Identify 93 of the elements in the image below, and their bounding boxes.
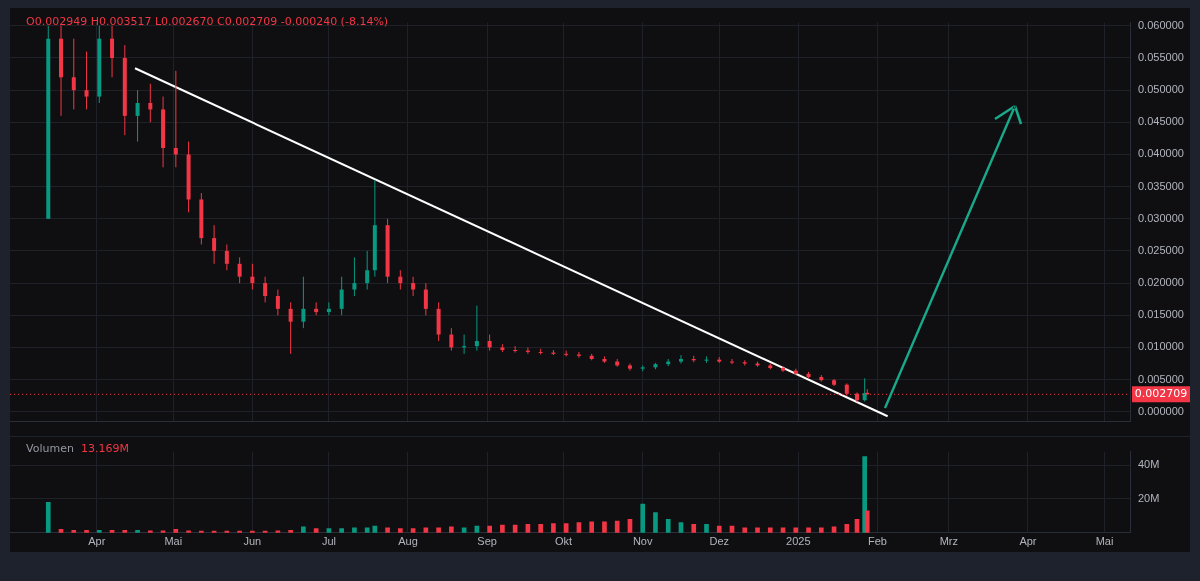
x-tick-label: Mrz bbox=[939, 535, 959, 548]
bar bbox=[398, 528, 403, 533]
bar bbox=[551, 523, 556, 533]
x-tick-label: 2025 bbox=[786, 535, 811, 548]
y-tick-label: 0.000000 bbox=[1138, 404, 1184, 417]
candlestick bbox=[513, 345, 518, 354]
candlestick bbox=[275, 289, 280, 316]
x-tick-label: Mai bbox=[1095, 535, 1114, 548]
candlestick bbox=[449, 327, 454, 352]
candlestick bbox=[301, 276, 306, 329]
y-tick-label: 0.040000 bbox=[1138, 147, 1184, 160]
bar bbox=[716, 525, 722, 533]
candlestick bbox=[339, 276, 344, 316]
x-tick-label: Jun bbox=[243, 535, 262, 548]
candlestick bbox=[411, 276, 416, 297]
bar bbox=[806, 527, 811, 533]
candlestick bbox=[423, 282, 428, 316]
candlestick bbox=[224, 244, 229, 271]
x-tick-label: Sep bbox=[477, 535, 497, 548]
candlestick bbox=[704, 355, 709, 364]
candlestick bbox=[212, 224, 217, 265]
x-tick-label: Apr bbox=[1019, 535, 1037, 548]
bar bbox=[864, 510, 870, 533]
bar bbox=[844, 524, 850, 533]
bar bbox=[487, 525, 492, 533]
annotation: O0.002949 H0.003517 L0.002670 C0.002709 -0.000240 (-8.14%) bbox=[26, 15, 389, 28]
bar bbox=[500, 524, 505, 533]
y-tick-label: 0.005000 bbox=[1138, 372, 1184, 385]
candlestick bbox=[135, 89, 140, 143]
bar bbox=[372, 525, 378, 533]
candlestick bbox=[678, 354, 683, 365]
bar bbox=[640, 503, 646, 533]
candlestick bbox=[352, 256, 357, 297]
y-tick-label: 0.025000 bbox=[1138, 243, 1184, 256]
bar bbox=[704, 524, 709, 533]
candlestick bbox=[71, 38, 76, 110]
candlestick bbox=[365, 250, 370, 291]
candlestick bbox=[148, 83, 153, 123]
bar bbox=[602, 521, 607, 533]
bar bbox=[352, 527, 357, 533]
bar bbox=[665, 518, 671, 533]
bar bbox=[589, 521, 595, 533]
candlestick bbox=[110, 25, 115, 78]
y-tick-label: 0.030000 bbox=[1138, 211, 1184, 224]
bar bbox=[614, 520, 620, 533]
bar bbox=[186, 530, 191, 533]
candlestick bbox=[173, 70, 178, 168]
bar bbox=[45, 502, 51, 533]
y-tick-label: 0.035000 bbox=[1138, 179, 1184, 192]
bar bbox=[793, 527, 799, 533]
candlestick bbox=[398, 269, 403, 291]
x-tick-label: Feb bbox=[867, 535, 887, 548]
bar bbox=[364, 527, 370, 533]
bar bbox=[563, 523, 569, 533]
candlestick bbox=[781, 365, 786, 373]
bar bbox=[436, 527, 441, 533]
candlestick bbox=[288, 301, 293, 355]
bar bbox=[742, 527, 748, 533]
x-tick-label: Nov bbox=[632, 535, 653, 548]
bar bbox=[147, 530, 153, 533]
y-tick-label: 0.050000 bbox=[1138, 83, 1184, 96]
candlestick bbox=[474, 305, 479, 352]
bar bbox=[653, 512, 658, 533]
candlestick bbox=[326, 301, 331, 316]
bar bbox=[767, 527, 773, 533]
y-tick-label: 0.015000 bbox=[1138, 308, 1184, 321]
chart-title: Volumen bbox=[26, 442, 74, 455]
y-tick-label: 20M bbox=[1138, 492, 1160, 504]
y-tick-label: 40M bbox=[1138, 458, 1160, 471]
candlestick bbox=[237, 256, 242, 284]
y-tick-label: 0.010000 bbox=[1138, 340, 1184, 353]
x-tick-label: Mai bbox=[164, 535, 183, 548]
bar bbox=[755, 527, 760, 533]
x-tick-label: Dez bbox=[709, 535, 730, 548]
x-tick-label: Okt bbox=[555, 535, 573, 548]
ref-line-label: 0.002709 bbox=[1134, 387, 1188, 401]
candlestick bbox=[263, 276, 268, 303]
y-tick-label: 0.060000 bbox=[1138, 18, 1184, 31]
annotation: 13.169M bbox=[80, 442, 129, 455]
bar bbox=[339, 528, 344, 533]
y-tick-label: 0.055000 bbox=[1138, 51, 1184, 64]
x-tick-label: Jul bbox=[321, 535, 336, 548]
candlestick bbox=[250, 263, 255, 291]
x-tick-label: Apr bbox=[88, 535, 106, 548]
candlestick bbox=[730, 358, 735, 365]
bar bbox=[538, 524, 543, 533]
bar bbox=[818, 527, 824, 533]
candlestick bbox=[84, 51, 89, 110]
y-tick-label: 0.045000 bbox=[1138, 115, 1184, 128]
x-tick-label: Aug bbox=[398, 535, 418, 548]
y-tick-label: 0.020000 bbox=[1138, 276, 1184, 289]
bar bbox=[385, 527, 390, 533]
bar bbox=[691, 524, 697, 533]
